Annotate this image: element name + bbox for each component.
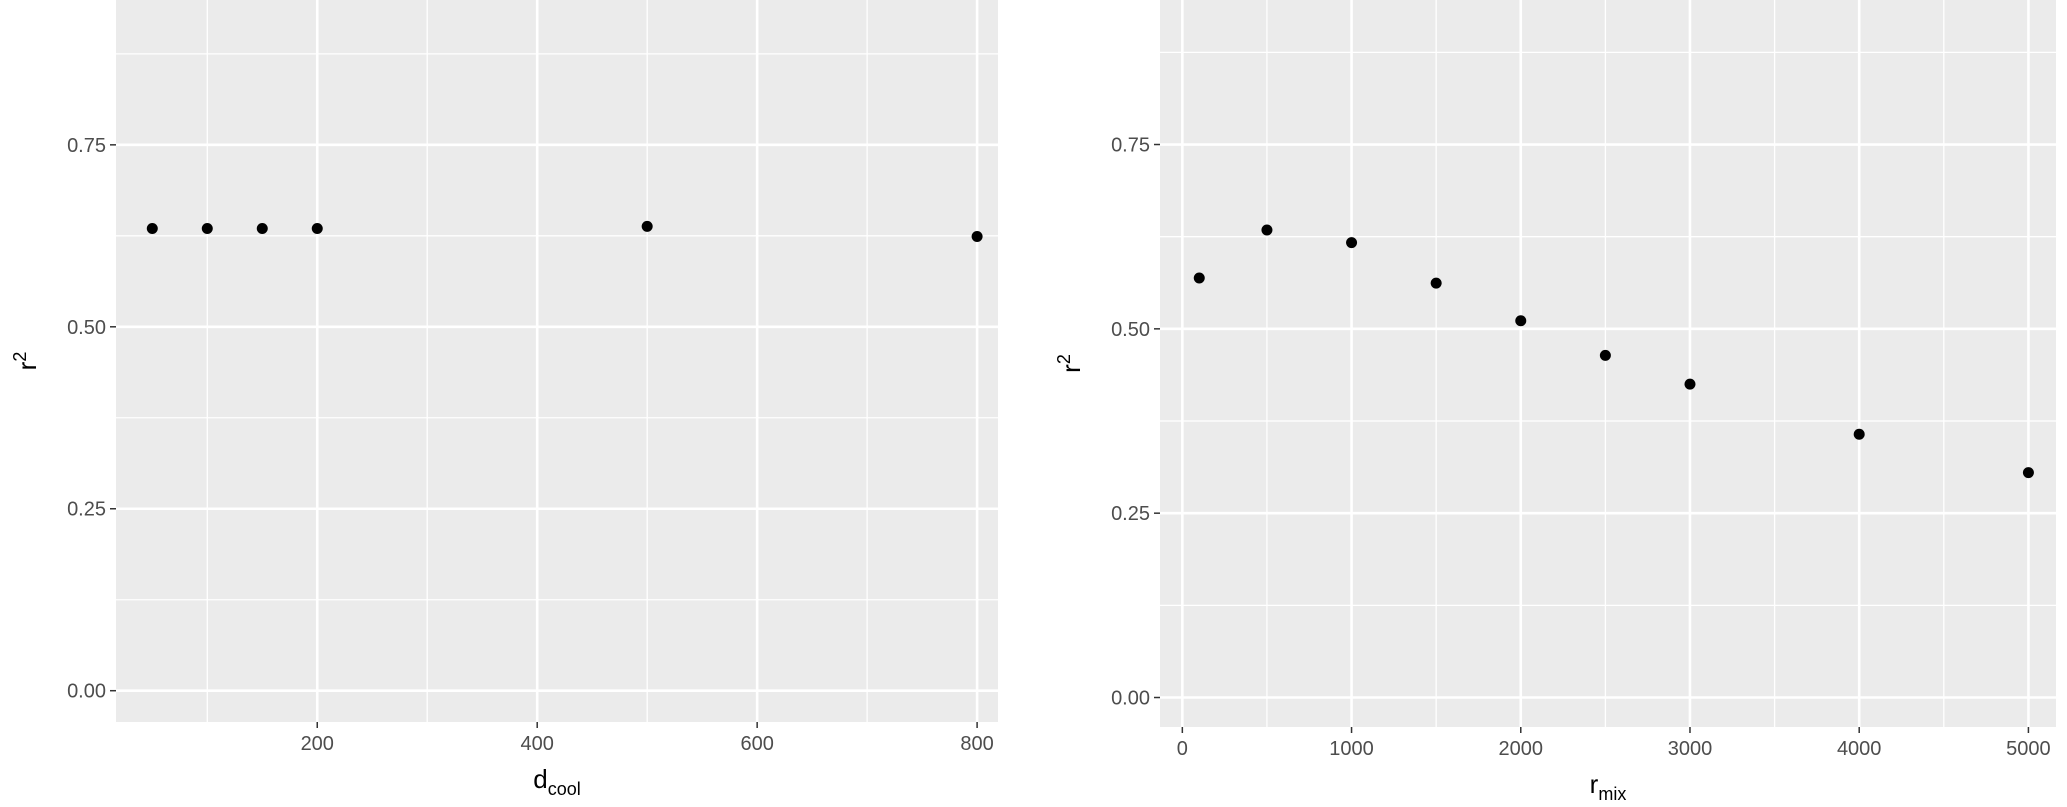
data-point [1261,224,1273,236]
plot-1: 200 400 600 800 0.00 0.25 0.50 0.75 dcool r2 [10,0,998,799]
x-tick-label: 3000 [1668,738,1713,760]
x-tick-label: 400 [521,733,554,755]
x-tick-label: 600 [740,733,773,755]
data-point [1346,237,1358,249]
panel-background [1160,0,2056,727]
data-point [1430,277,1442,289]
x-tick-label: 200 [301,733,334,755]
y-tick-label: 0.50 [1111,319,1150,341]
y-tick-label: 0.75 [1111,135,1150,157]
y-tick-label: 0.50 [67,317,106,339]
data-point [201,223,213,235]
data-point [2022,467,2034,479]
x-tick-label: 2000 [1499,738,1544,760]
x-tick-label: 0 [1177,738,1188,760]
y-tick-label: 0.75 [67,135,106,157]
y-tick-label: 0.25 [1111,503,1150,525]
data-point [1599,349,1611,361]
data-point [1515,315,1527,327]
x-tick-label: 800 [960,733,993,755]
data-point [256,223,268,235]
data-point [1853,428,1865,440]
y-axis-label: r2 [10,352,42,371]
data-point [146,223,158,235]
plot-2: 0 1000 2000 3000 4000 5000 0.00 0.25 0.50 0.75 rmi… [1054,0,2056,804]
y-tick-label: 0.00 [67,681,106,703]
data-point [1684,378,1696,390]
data-point [311,223,323,235]
x-axis-label: rmix [1590,769,1627,804]
x-tick-label: 5000 [2006,738,2051,760]
y-tick-label: 0.00 [1111,688,1150,710]
x-axis-label: dcool [533,764,581,799]
y-tick-label: 0.25 [67,499,106,521]
data-point [971,231,983,243]
data-point [1193,272,1205,284]
panel-background [116,0,998,722]
data-point [641,220,653,232]
x-tick-label: 1000 [1329,738,1374,760]
x-tick-label: 4000 [1837,738,1882,760]
y-axis-label: r2 [1054,354,1086,373]
